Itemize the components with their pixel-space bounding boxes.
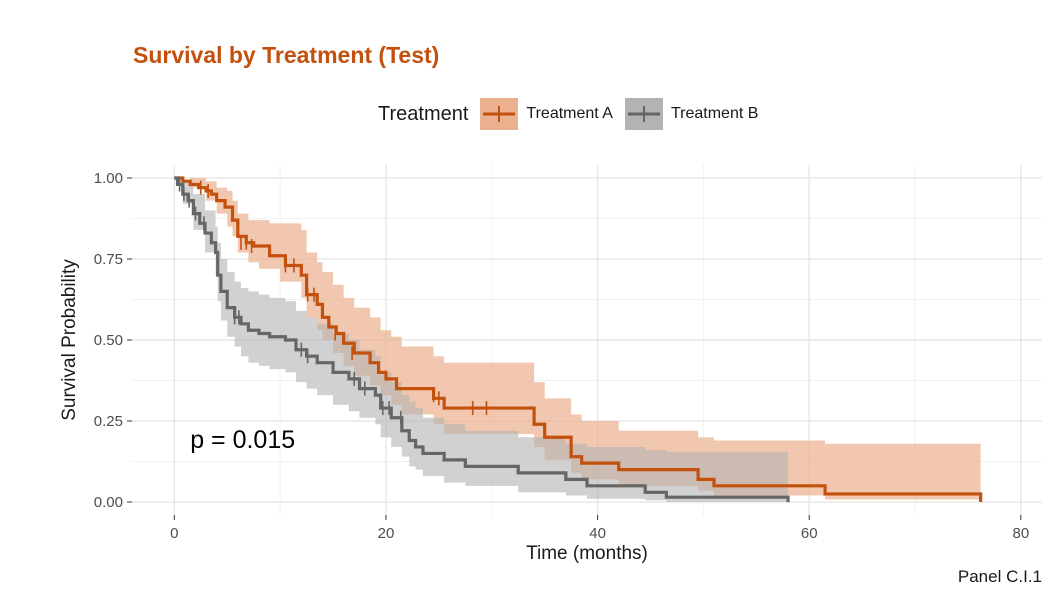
x-tick-label: 20 xyxy=(378,525,395,542)
p-value-annotation: p = 0.015 xyxy=(190,426,295,454)
legend-title: Treatment xyxy=(378,102,469,125)
y-tick-label: 0.50 xyxy=(94,332,123,349)
grid xyxy=(132,165,1042,515)
legend-item-treatment-b: Treatment B xyxy=(624,98,759,130)
y-tick-label: 1.00 xyxy=(94,170,123,187)
legend: Treatment Treatment A Treatment B xyxy=(378,98,770,130)
x-axis-label: Time (months) xyxy=(526,543,648,564)
x-tick-label: 60 xyxy=(801,525,818,542)
legend-item-treatment-a: Treatment A xyxy=(480,98,613,130)
axes: 0 20 40 60 80 0.00 0.25 0.50 0.75 1.00 xyxy=(94,170,1029,542)
legend-label-treatment-b: Treatment B xyxy=(670,105,759,122)
panel-caption: Panel C.I.1 xyxy=(957,567,1042,586)
y-tick-label: 0.75 xyxy=(94,251,123,268)
censor-marks xyxy=(178,177,488,425)
x-tick-label: 80 xyxy=(1012,525,1029,542)
legend-label-treatment-a: Treatment A xyxy=(526,105,613,122)
survival-curves xyxy=(174,176,983,503)
legend-key-treatment-b-icon xyxy=(624,98,663,130)
y-axis-label: Survival Probability xyxy=(59,259,80,421)
y-tick-label: 0.00 xyxy=(94,494,123,511)
x-tick-label: 40 xyxy=(589,525,606,542)
y-tick-label: 0.25 xyxy=(94,413,123,430)
chart-title: Survival by Treatment (Test) xyxy=(133,42,440,68)
curve-treatment-b xyxy=(174,176,790,503)
legend-key-treatment-a-icon xyxy=(480,98,519,130)
curve-treatment-a xyxy=(174,176,983,503)
x-tick-label: 0 xyxy=(170,525,178,542)
